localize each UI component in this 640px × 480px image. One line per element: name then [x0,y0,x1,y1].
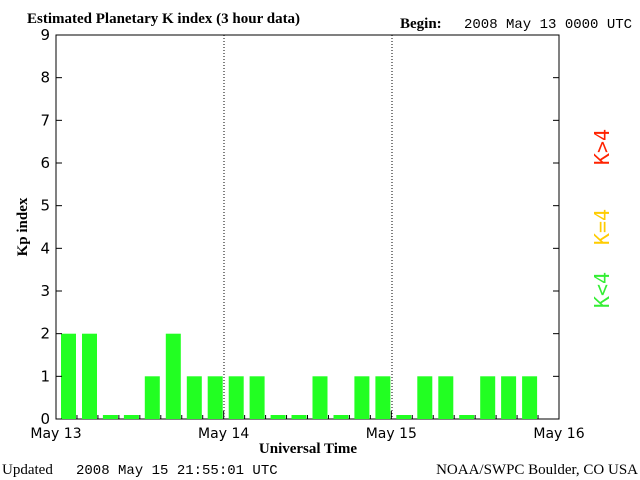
kp-bar [270,415,286,419]
kp-bar [144,376,160,419]
kp-bar [333,415,349,419]
kp-bar [501,376,517,419]
kp-bar [249,376,265,419]
y-tick-label: 5 [40,197,50,215]
y-tick-label: 6 [40,154,50,172]
begin-label: Begin: [400,16,442,32]
y-axis-label: Kp index [15,197,31,256]
kp-bar [102,415,118,419]
kp-bar [207,376,223,419]
y-tick-label: 2 [40,325,50,343]
kp-bar [396,415,412,419]
kp-bar [123,415,139,419]
kp-bar [480,376,496,419]
updated-value: 2008 May 15 21:55:01 UTC [76,463,278,479]
kp-bar [61,333,76,419]
kp-bar [354,376,370,419]
y-tick-label: 0 [40,410,50,428]
y-axis: 0 1 2 3 4 5 6 7 8 9 [40,26,559,428]
kp-bar [82,333,97,419]
kp-bar [165,333,181,419]
x-tick-label: May 15 [366,426,417,442]
kp-bar [228,376,244,419]
kp-bar [375,376,391,419]
x-axis: May 13 May 14 May 15 May 16 [30,411,585,442]
x-tick-label: May 16 [533,426,584,442]
chart-title: Estimated Planetary K index (3 hour data… [27,11,300,27]
kp-bar [459,415,475,419]
kp-bar [312,376,328,419]
y-tick-label: 8 [40,69,50,87]
y-tick-label: 7 [40,111,50,129]
kp-bar [291,415,307,419]
x-tick-label: May 13 [30,426,81,442]
plot-area [55,34,560,420]
y-tick-label: 4 [40,239,50,257]
x-axis-label: Universal Time [259,441,358,457]
y-tick-label: 9 [40,26,50,44]
legend-label: K<4 [590,272,614,308]
legend: K<4 K=4 K>4 [590,129,614,308]
x-tick-label: May 14 [198,426,249,442]
kp-bar [522,376,538,419]
y-tick-label: 3 [40,282,50,300]
kp-bar [438,376,454,419]
source-credit: NOAA/SWPC Boulder, CO USA [436,462,638,478]
legend-label: K>4 [590,129,614,165]
kp-bar [186,376,202,419]
y-tick-label: 1 [40,367,50,385]
legend-label: K=4 [590,209,614,245]
updated-label: Updated [2,462,53,478]
bars-group [61,333,538,419]
kp-bar [417,376,433,419]
begin-value: 2008 May 13 0000 UTC [464,17,632,33]
